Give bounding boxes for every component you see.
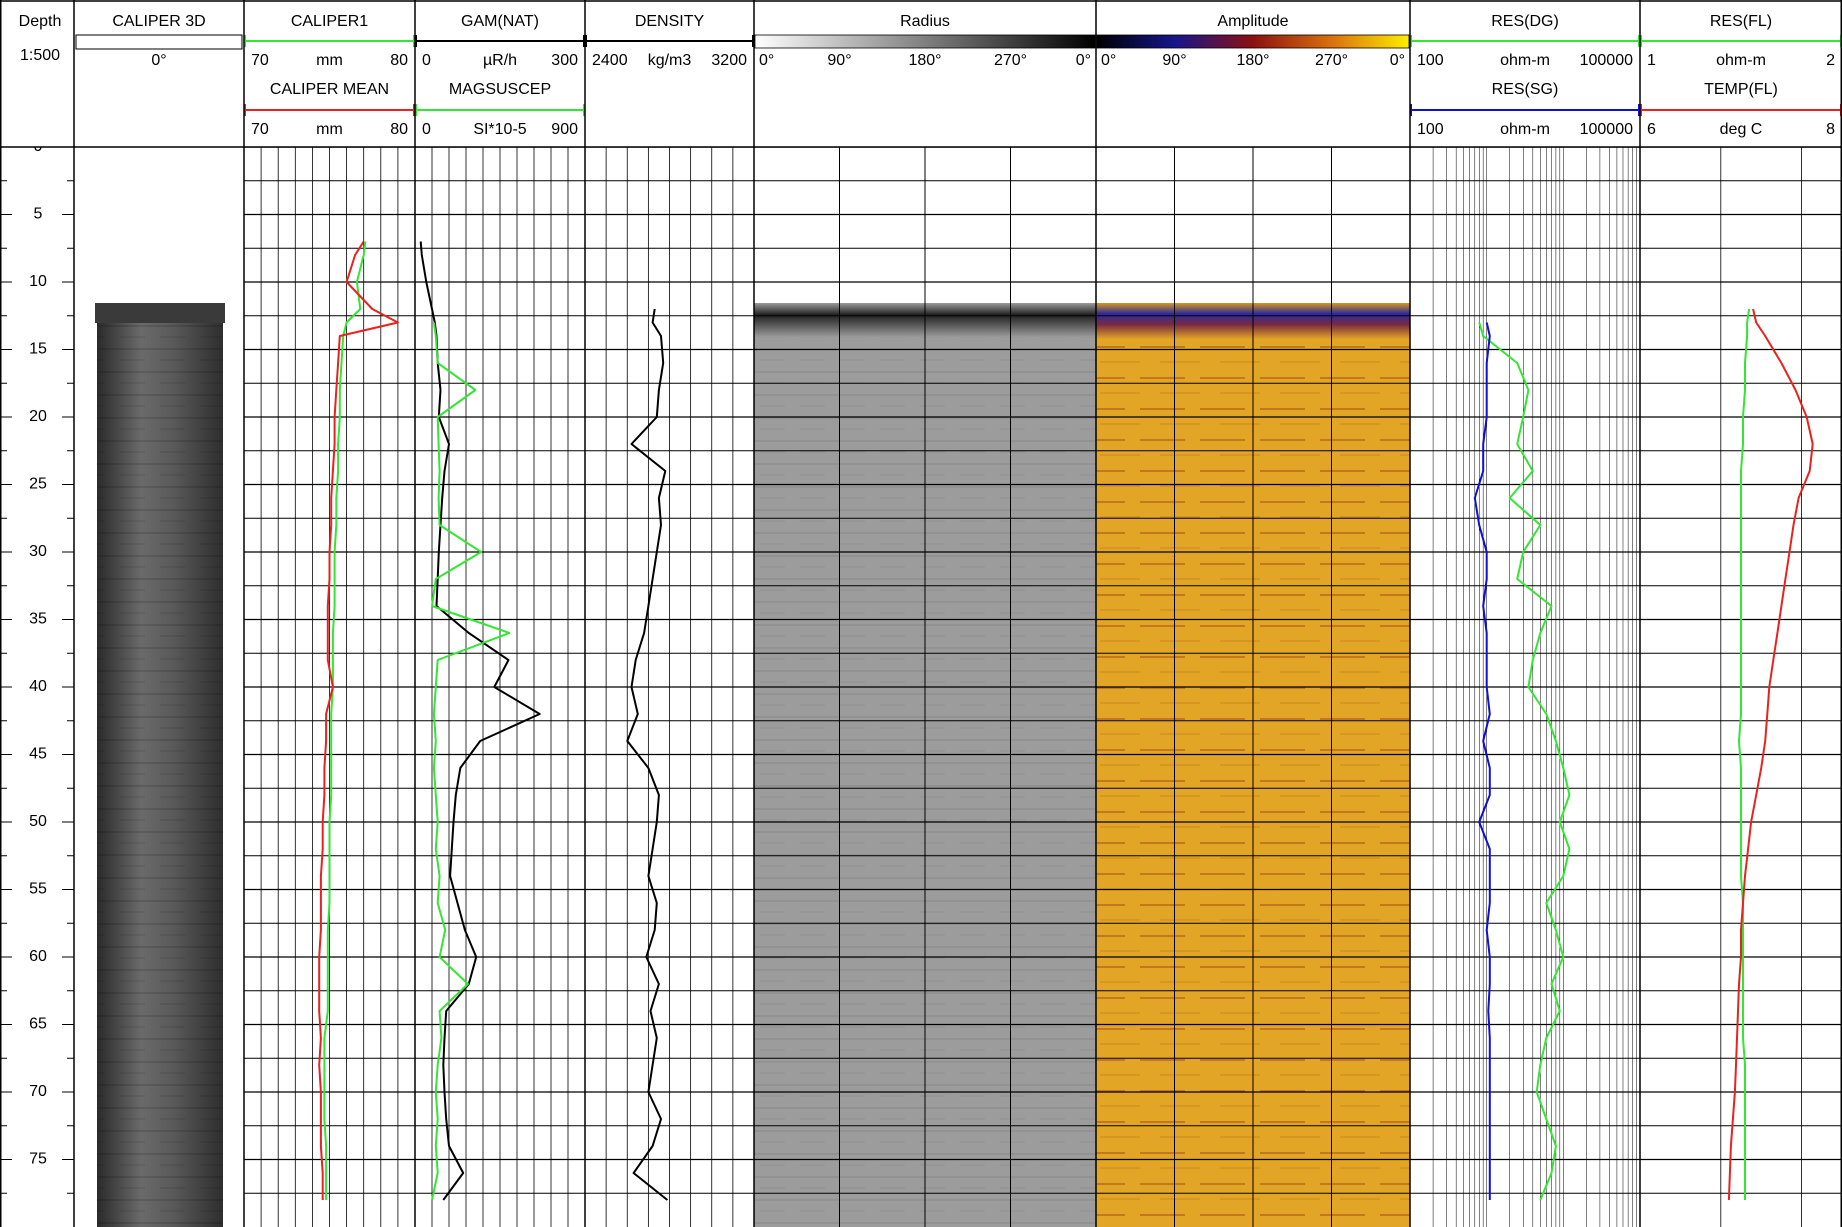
scale-max: 100000 (1580, 121, 1633, 138)
scale-unit: ohm-m (1500, 121, 1550, 138)
scale-unit: SI*10-5 (473, 121, 526, 138)
angle-label: 180° (1236, 52, 1269, 69)
scale-unit: mm (316, 52, 343, 69)
depth-label: 15 (29, 341, 47, 358)
depth-label: 75 (29, 1151, 47, 1168)
scale-max: 8 (1826, 121, 1835, 138)
angle-label: 0° (1076, 52, 1091, 69)
scale-max: 3200 (711, 52, 747, 69)
curve-name: GAM(NAT) (461, 13, 539, 30)
scale-min: 1 (1647, 52, 1656, 69)
scale-min: 0 (422, 52, 431, 69)
depth-label: 70 (29, 1083, 47, 1100)
log-curve (1727, 308, 1814, 1201)
curve-name: CALIPER1 (291, 13, 368, 30)
curve-name: DENSITY (635, 13, 705, 30)
depth-label: 50 (29, 813, 47, 830)
track-title: Amplitude (1217, 13, 1288, 30)
scale-unit: mm (316, 121, 343, 138)
curve-name: MAGSUSCEP (449, 81, 551, 98)
log-curve (1473, 322, 1491, 1200)
caliper-3d-image (95, 303, 225, 1227)
scale-unit: deg C (1720, 121, 1763, 138)
curve-name: RES(DG) (1491, 13, 1559, 30)
depth-label: 25 (29, 476, 47, 493)
log-area: 0 5 10 15 20 25 30 35 40 45 50 55 60 65 70 75 (0, 138, 1842, 1227)
curve-name: CALIPER MEAN (270, 81, 389, 98)
log-curve (318, 240, 399, 1200)
depth-scale: 1:500 (20, 47, 60, 64)
scale-max: 80 (390, 52, 408, 69)
log-curve (1738, 308, 1751, 1200)
curve-name: TEMP(FL) (1704, 81, 1778, 98)
angle-label: 270° (994, 52, 1027, 69)
log-curve (323, 241, 367, 1200)
depth-label: 10 (29, 273, 47, 290)
angle-label: 90° (1162, 52, 1186, 69)
angle-label: 180° (908, 52, 941, 69)
curve-name: RES(SG) (1492, 81, 1559, 98)
depth-label: 30 (29, 543, 47, 560)
palette-bar (1096, 34, 1410, 49)
angle-label: 270° (1315, 52, 1348, 69)
scale-min: 70 (251, 121, 269, 138)
scale-unit: ohm-m (1500, 52, 1550, 69)
log-curve (431, 322, 511, 1201)
scale-min: 70 (251, 52, 269, 69)
angle-label: 0° (1101, 52, 1116, 69)
log-curve (419, 241, 541, 1201)
scale-max: 100000 (1580, 52, 1633, 69)
palette-bar (754, 34, 1096, 49)
scale-min: 0 (422, 121, 431, 138)
angle-label: 90° (827, 52, 851, 69)
depth-label: 0 (34, 138, 43, 155)
scale-max: 2 (1826, 52, 1835, 69)
depth-label: 45 (29, 746, 47, 763)
depth-label: 60 (29, 948, 47, 965)
scale-unit: kg/m3 (648, 52, 692, 69)
scale-box (75, 34, 243, 50)
scale-unit: ohm-m (1716, 52, 1766, 69)
depth-label: 35 (29, 611, 47, 628)
scale-min: 100 (1417, 52, 1444, 69)
depth-title: Depth (19, 13, 62, 30)
track-title: CALIPER 3D (112, 13, 205, 30)
depth-label: 40 (29, 678, 47, 695)
scale-unit: µR/h (483, 52, 517, 69)
depth-label: 5 (34, 206, 43, 223)
angle-label: 0° (1390, 52, 1405, 69)
scale-max: 80 (390, 121, 408, 138)
scale-min: 100 (1417, 121, 1444, 138)
depth-label: 55 (29, 881, 47, 898)
scale-max: 900 (551, 121, 578, 138)
scale-label: 0° (151, 52, 166, 69)
depth-label: 20 (29, 408, 47, 425)
log-curve (626, 308, 669, 1201)
curve-name: RES(FL) (1710, 13, 1772, 30)
scale-max: 300 (551, 52, 578, 69)
scale-min: 2400 (592, 52, 628, 69)
depth-label: 65 (29, 1016, 47, 1033)
log-curve (1478, 322, 1571, 1201)
track-title: Radius (900, 13, 950, 30)
scale-min: 6 (1647, 121, 1656, 138)
angle-label: 0° (759, 52, 774, 69)
